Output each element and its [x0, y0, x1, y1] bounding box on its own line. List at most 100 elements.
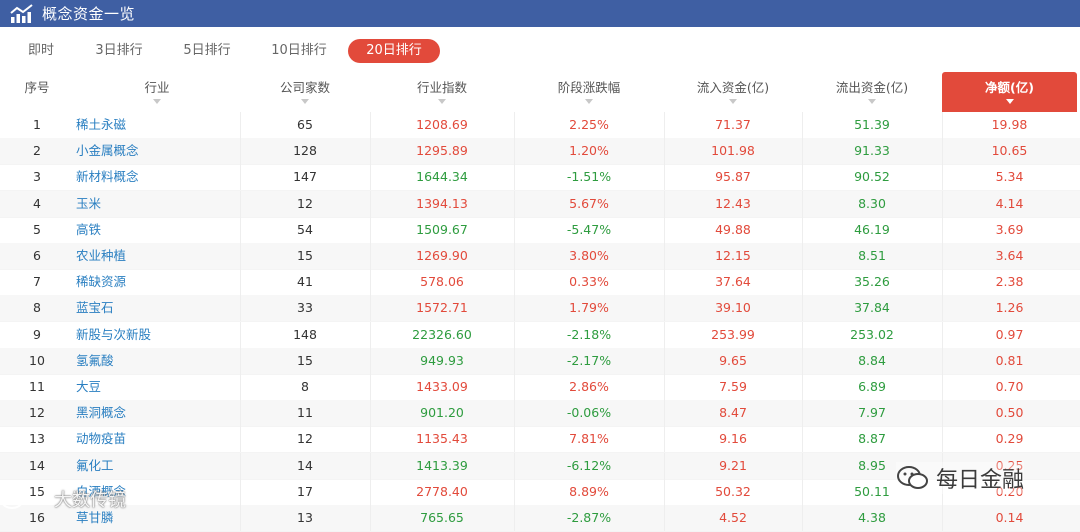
column-divider — [514, 452, 515, 479]
column-divider — [942, 295, 943, 322]
watermark-right: 每日金融 — [896, 462, 1025, 494]
row-company-count: 14 — [297, 457, 313, 473]
sort-arrow-icon — [438, 99, 446, 104]
column-divider — [370, 347, 371, 374]
row-company-count: 8 — [301, 379, 309, 394]
row-net: 0.97 — [995, 326, 1024, 342]
sort-arrow-icon — [729, 99, 737, 104]
row-index: 3 — [33, 169, 41, 185]
row-outflow: 253.02 — [850, 326, 894, 342]
row-industry-link[interactable]: 蓝宝石 — [76, 300, 114, 316]
column-divider — [942, 138, 943, 165]
row-outflow: 91.33 — [854, 143, 890, 159]
column-divider — [942, 347, 943, 374]
row-industry-link[interactable]: 小金属概念 — [76, 143, 139, 159]
column-divider — [802, 400, 803, 427]
row-inflow: 49.88 — [715, 221, 751, 237]
table-row[interactable]: 4 玉米 12 1394.13 5.67% 12.43 8.30 4.14 — [0, 190, 1080, 218]
column-divider — [664, 321, 665, 348]
tab-realtime[interactable]: 即时 — [27, 43, 54, 58]
row-industry-link[interactable]: 氟化工 — [76, 457, 114, 473]
row-net: 1.26 — [995, 300, 1024, 316]
tab-3day[interactable]: 3日排行 — [95, 43, 143, 58]
row-outflow: 8.30 — [858, 195, 886, 211]
row-inflow: 7.59 — [719, 379, 747, 394]
row-period-change: -5.47% — [566, 221, 612, 237]
column-divider — [942, 164, 943, 191]
row-industry-link[interactable]: 稀缺资源 — [76, 274, 127, 290]
table-row[interactable]: 6 农业种植 15 1269.90 3.80% 12.15 8.51 3.64 — [0, 243, 1080, 270]
col-industry[interactable]: 行业 — [74, 72, 240, 112]
row-industry-index: 901.20 — [420, 405, 464, 421]
row-industry-link[interactable]: 农业种植 — [76, 248, 127, 263]
column-divider — [802, 269, 803, 296]
row-outflow: 46.19 — [854, 221, 890, 237]
row-company-count: 15 — [297, 352, 313, 368]
row-industry-link[interactable]: 新股与次新股 — [76, 326, 152, 342]
column-divider — [370, 190, 371, 217]
row-industry-link[interactable]: 高铁 — [76, 221, 102, 237]
row-outflow: 90.52 — [854, 169, 890, 185]
row-company-count: 15 — [297, 248, 313, 263]
table-row[interactable]: 7 稀缺资源 41 578.06 0.33% 37.64 35.26 2.38 — [0, 269, 1080, 297]
col-period-change[interactable]: 阶段涨跌幅 — [514, 72, 664, 112]
column-divider — [240, 243, 241, 269]
table-row[interactable]: 12 黑洞概念 11 901.20 -0.06% 8.47 7.97 0.50 — [0, 400, 1080, 428]
col-outflow[interactable]: 流出资金(亿) — [802, 72, 942, 112]
sort-arrow-icon — [1005, 99, 1014, 104]
row-industry-link[interactable]: 草甘膦 — [76, 510, 114, 525]
row-industry-link[interactable]: 白酒概念 — [76, 483, 127, 499]
column-divider — [370, 478, 371, 505]
column-divider — [942, 321, 943, 348]
table-row[interactable]: 11 大豆 8 1433.09 2.86% 7.59 6.89 0.70 — [0, 374, 1080, 401]
row-inflow: 71.37 — [715, 117, 751, 132]
column-divider — [514, 478, 515, 505]
row-industry-link[interactable]: 玉米 — [76, 195, 102, 211]
table-row[interactable]: 10 氢氟酸 15 949.93 -2.17% 9.65 8.84 0.81 — [0, 347, 1080, 375]
column-divider — [664, 295, 665, 322]
row-net: 19.98 — [991, 117, 1028, 132]
row-industry-index: 1644.34 — [416, 169, 468, 185]
row-industry-link[interactable]: 黑洞概念 — [76, 405, 127, 421]
table-row[interactable]: 13 动物疫苗 12 1135.43 7.81% 9.16 8.87 0.29 — [0, 426, 1080, 454]
column-divider — [370, 295, 371, 322]
table-row[interactable]: 16 草甘膦 13 765.65 -2.87% 4.52 4.38 0.14 — [0, 505, 1080, 532]
column-divider — [664, 347, 665, 374]
row-industry-link[interactable]: 稀土永磁 — [76, 117, 127, 132]
col-company-count[interactable]: 公司家数 — [240, 72, 370, 112]
tab-5day[interactable]: 5日排行 — [183, 43, 231, 58]
row-inflow: 4.52 — [719, 510, 747, 525]
col-net[interactable]: 净额(亿) — [942, 72, 1077, 112]
table-row[interactable]: 14 氟化工 14 1413.39 -6.12% 9.21 8.95 0.25 — [0, 452, 1080, 480]
row-industry-link[interactable]: 新材料概念 — [76, 169, 139, 185]
table-row[interactable]: 5 高铁 54 1509.67 -5.47% 49.88 46.19 3.69 — [0, 216, 1080, 244]
row-industry-link[interactable]: 氢氟酸 — [76, 352, 114, 368]
tab-20day[interactable]: 20日排行 — [348, 39, 440, 63]
row-industry-index: 765.65 — [420, 510, 464, 525]
column-divider — [942, 112, 943, 138]
row-period-change: -2.87% — [566, 510, 612, 525]
row-inflow: 95.87 — [715, 169, 751, 185]
row-industry-link[interactable]: 大豆 — [76, 379, 102, 394]
table-row[interactable]: 2 小金属概念 128 1295.89 1.20% 101.98 91.33 10.65 — [0, 138, 1080, 166]
table-row[interactable]: 8 蓝宝石 33 1572.71 1.79% 39.10 37.84 1.26 — [0, 295, 1080, 323]
row-period-change: -6.12% — [566, 457, 612, 473]
table-row[interactable]: 9 新股与次新股 148 22326.60 -2.18% 253.99 253.02 0.97 — [0, 321, 1080, 349]
column-divider — [664, 190, 665, 217]
col-industry-index[interactable]: 行业指数 — [370, 72, 514, 112]
sort-arrow-icon — [868, 99, 876, 104]
sort-arrow-icon — [301, 99, 309, 104]
row-period-change: 1.20% — [569, 143, 609, 159]
row-industry-link[interactable]: 动物疫苗 — [76, 431, 127, 447]
column-divider — [942, 374, 943, 400]
col-inflow[interactable]: 流入资金(亿) — [664, 72, 802, 112]
table-row[interactable]: 1 稀土永磁 65 1208.69 2.25% 71.37 51.39 19.98 — [0, 112, 1080, 139]
row-company-count: 11 — [297, 405, 313, 421]
table-row[interactable]: 3 新材料概念 147 1644.34 -1.51% 95.87 90.52 5.34 — [0, 164, 1080, 192]
row-industry-index: 949.93 — [420, 352, 464, 368]
column-divider — [514, 347, 515, 374]
table-header: 序号 行业 公司家数 行业指数 阶段涨跌幅 流入资金(亿) 流出资金(亿) 净额… — [0, 72, 1080, 112]
tab-10day[interactable]: 10日排行 — [271, 43, 327, 58]
column-divider — [240, 478, 241, 505]
row-period-change: 5.67% — [569, 195, 609, 211]
